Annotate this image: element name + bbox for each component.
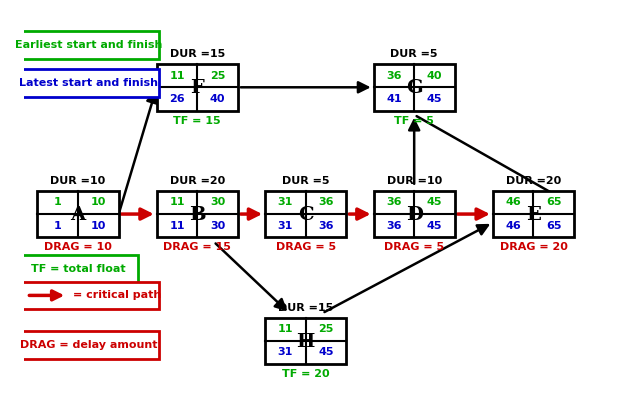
Text: 31: 31: [278, 221, 293, 231]
Text: 45: 45: [318, 348, 334, 357]
Text: 40: 40: [210, 94, 226, 104]
Text: 31: 31: [278, 348, 293, 357]
Text: 36: 36: [318, 197, 334, 208]
Text: B: B: [189, 206, 206, 224]
Bar: [265, 317, 346, 364]
Text: D: D: [406, 206, 422, 224]
Text: G: G: [406, 79, 422, 97]
Text: H: H: [297, 333, 315, 351]
Text: 45: 45: [427, 221, 442, 231]
Text: 1: 1: [54, 197, 62, 208]
Text: DUR =5: DUR =5: [282, 176, 330, 186]
Text: 65: 65: [546, 197, 561, 208]
Bar: [265, 191, 346, 237]
Text: 46: 46: [505, 221, 521, 231]
Text: DUR =20: DUR =20: [169, 176, 225, 186]
Text: Earliest start and finish: Earliest start and finish: [15, 40, 163, 50]
Text: 25: 25: [210, 71, 226, 81]
Text: 11: 11: [169, 221, 184, 231]
Text: DRAG = 5: DRAG = 5: [384, 243, 444, 252]
Text: 45: 45: [427, 94, 442, 104]
Bar: [156, 64, 238, 111]
Text: 30: 30: [210, 221, 226, 231]
Text: 26: 26: [169, 94, 185, 104]
Text: 11: 11: [169, 71, 184, 81]
Text: DUR =15: DUR =15: [278, 302, 333, 313]
Text: 30: 30: [210, 197, 226, 208]
Text: DUR =10: DUR =10: [386, 176, 442, 186]
Bar: [156, 191, 238, 237]
Text: = critical path: = critical path: [73, 291, 161, 300]
Text: 10: 10: [91, 197, 106, 208]
Text: TF = total float: TF = total float: [31, 264, 125, 274]
Text: DUR =5: DUR =5: [391, 49, 438, 59]
Bar: [18, 69, 159, 97]
Bar: [18, 31, 159, 59]
Text: DRAG = 5: DRAG = 5: [276, 243, 336, 252]
Text: 36: 36: [386, 71, 402, 81]
Bar: [493, 191, 574, 237]
Text: TF = 15: TF = 15: [173, 116, 221, 126]
Text: DUR =15: DUR =15: [169, 49, 225, 59]
Bar: [37, 191, 118, 237]
Text: DRAG = 20: DRAG = 20: [500, 243, 568, 252]
Text: 10: 10: [91, 221, 106, 231]
Text: DUR =10: DUR =10: [50, 176, 106, 186]
Text: 65: 65: [546, 221, 561, 231]
Text: TF = 5: TF = 5: [394, 116, 434, 126]
Text: 45: 45: [427, 197, 442, 208]
Text: DRAG = delay amount: DRAG = delay amount: [20, 340, 158, 350]
Text: 36: 36: [386, 197, 402, 208]
Text: DRAG = 15: DRAG = 15: [163, 243, 231, 252]
Text: C: C: [298, 206, 313, 224]
Text: TF = 20: TF = 20: [282, 369, 330, 379]
Text: Latest start and finish: Latest start and finish: [19, 78, 158, 88]
Bar: [374, 191, 455, 237]
Text: A: A: [70, 206, 85, 224]
Text: 11: 11: [169, 197, 184, 208]
Text: 31: 31: [278, 197, 293, 208]
Text: 46: 46: [505, 197, 521, 208]
Bar: [18, 255, 138, 283]
Text: 41: 41: [386, 94, 402, 104]
Text: 36: 36: [318, 221, 334, 231]
Text: 25: 25: [318, 324, 334, 334]
Text: 11: 11: [278, 324, 293, 334]
Bar: [18, 282, 159, 309]
Text: F: F: [191, 79, 204, 97]
Text: 36: 36: [386, 221, 402, 231]
Text: 1: 1: [54, 221, 62, 231]
Text: 40: 40: [427, 71, 442, 81]
Text: DRAG = 10: DRAG = 10: [44, 243, 112, 252]
Text: DUR =20: DUR =20: [506, 176, 561, 186]
Bar: [18, 331, 159, 359]
Bar: [374, 64, 455, 111]
Text: E: E: [526, 206, 541, 224]
